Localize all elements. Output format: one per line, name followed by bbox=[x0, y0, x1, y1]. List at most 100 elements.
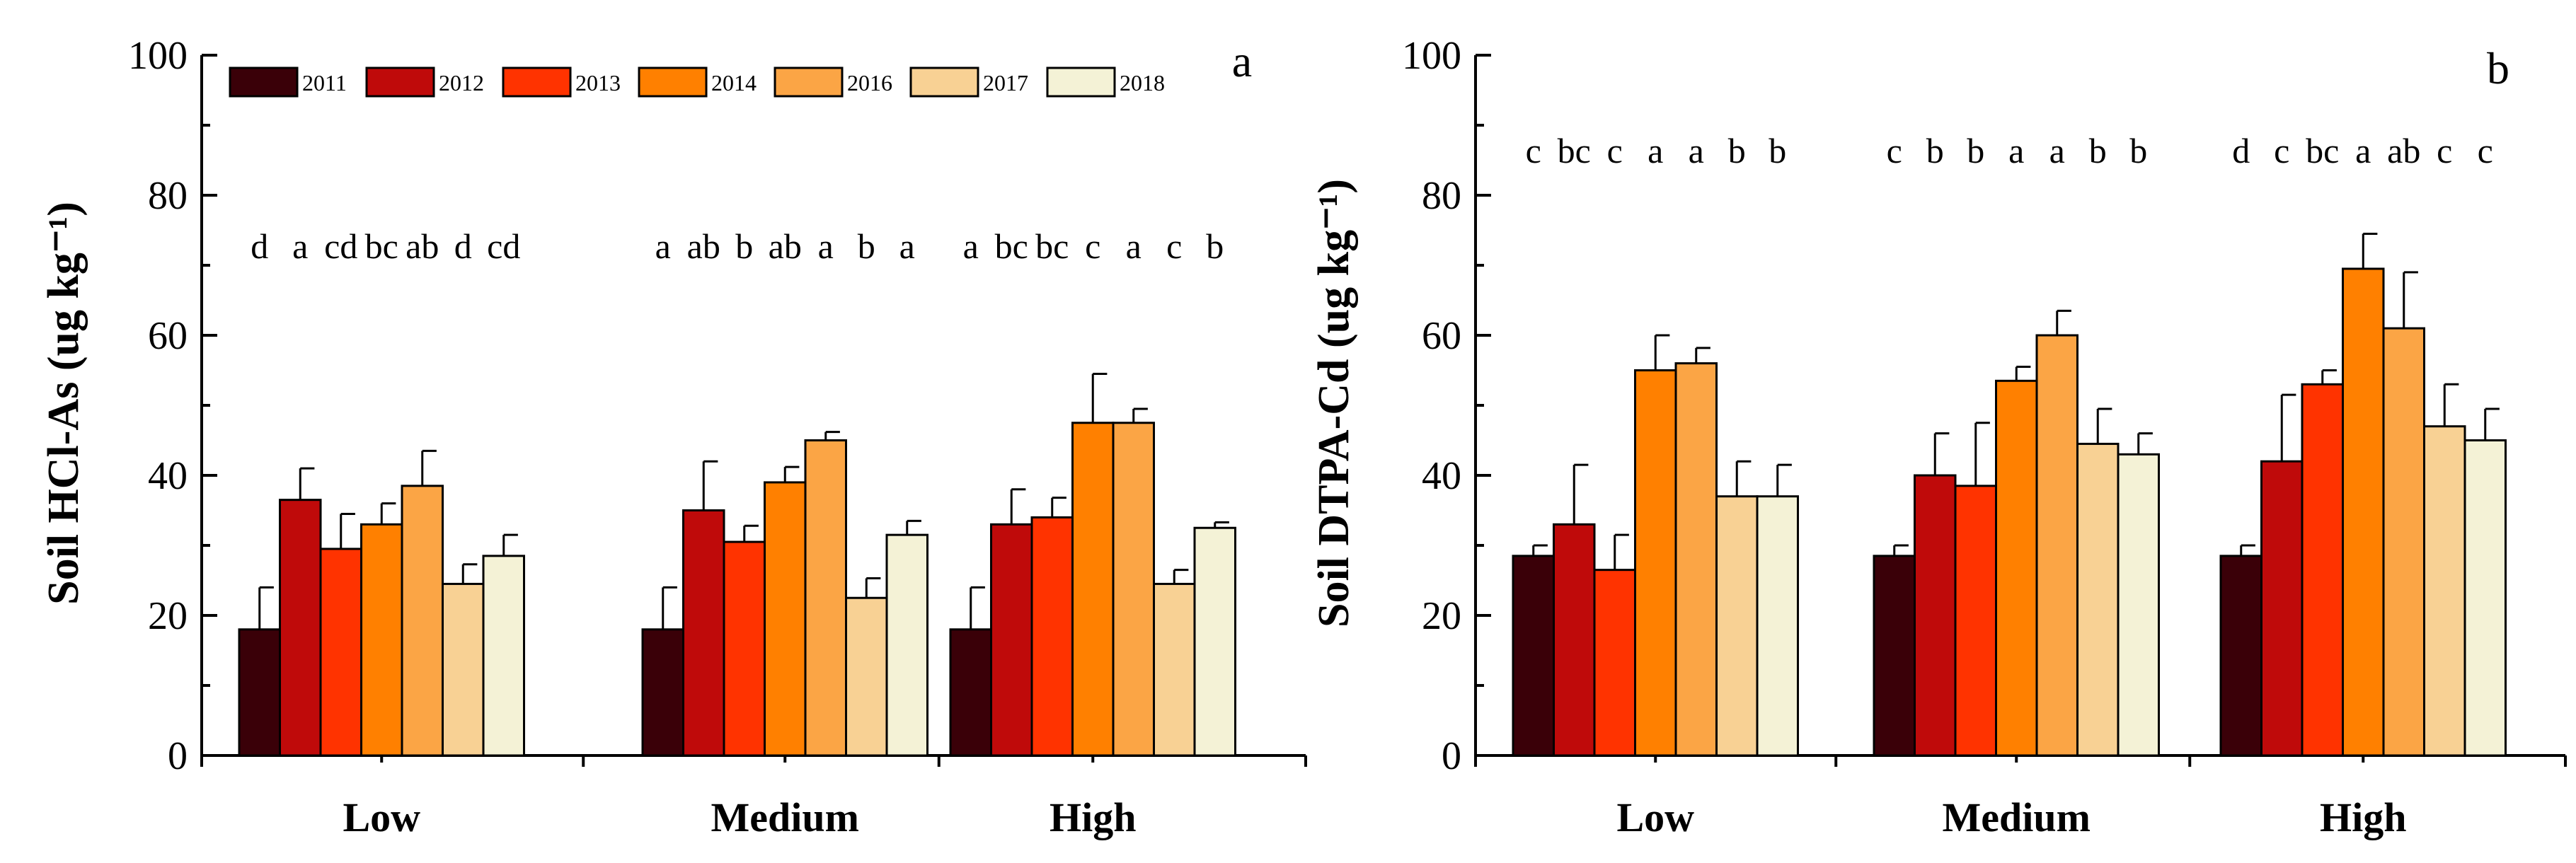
significance-label: a bbox=[1648, 131, 1663, 170]
significance-label: c bbox=[1166, 226, 1182, 266]
bar-high-2016 bbox=[1112, 422, 1155, 757]
category-label-medium: Medium bbox=[1943, 794, 2091, 840]
y-tick-label: 0 bbox=[1442, 734, 1461, 778]
significance-label: a bbox=[1689, 131, 1704, 170]
significance-label: b bbox=[2089, 131, 2107, 170]
bar-medium-2016 bbox=[804, 439, 847, 757]
bar-low-2018 bbox=[482, 555, 525, 757]
significance-label: b bbox=[2129, 131, 2147, 170]
significance-label: bc bbox=[1035, 226, 1069, 266]
significance-label: a bbox=[1126, 226, 1142, 266]
significance-label: a bbox=[899, 226, 915, 266]
significance-label: d bbox=[454, 226, 472, 266]
bar-medium-2012 bbox=[1914, 474, 1957, 757]
significance-label: ab bbox=[769, 226, 802, 266]
significance-label: ab bbox=[406, 226, 439, 266]
bar-high-2014 bbox=[2342, 267, 2385, 757]
bar-high-2011 bbox=[949, 628, 992, 757]
bar-high-2018 bbox=[2463, 439, 2507, 757]
legend-label-2018: 2018 bbox=[1120, 70, 1165, 95]
legend-label-2012: 2012 bbox=[439, 70, 484, 95]
bar-low-2013 bbox=[319, 548, 362, 757]
bar-medium-2012 bbox=[682, 509, 725, 757]
bar-low-2017 bbox=[442, 582, 485, 757]
bar-high-2011 bbox=[2219, 555, 2262, 757]
legend-label-2011: 2011 bbox=[302, 70, 347, 95]
significance-label: bc bbox=[995, 226, 1028, 266]
bar-high-2012 bbox=[2260, 460, 2304, 757]
significance-label: a bbox=[2049, 131, 2065, 170]
legend-swatch-2016 bbox=[774, 66, 844, 98]
bar-medium-2017 bbox=[2076, 442, 2120, 757]
bar-medium-2013 bbox=[723, 540, 766, 757]
legend-label-2013: 2013 bbox=[575, 70, 621, 95]
bar-low-2018 bbox=[1756, 495, 1799, 757]
bar-high-2018 bbox=[1193, 526, 1236, 757]
y-tick-label: 20 bbox=[148, 594, 188, 638]
legend-swatch-2013 bbox=[502, 66, 572, 98]
y-tick-label: 60 bbox=[1422, 314, 1461, 358]
panel-label-b: b bbox=[2487, 43, 2509, 93]
bar-high-2016 bbox=[2382, 327, 2425, 757]
significance-label: c bbox=[2274, 131, 2289, 170]
bar-medium-2018 bbox=[2117, 453, 2160, 757]
y-tick-label: 40 bbox=[148, 454, 188, 498]
significance-label: a bbox=[963, 226, 979, 266]
significance-label: b bbox=[1728, 131, 1746, 170]
y-tick-label: 20 bbox=[1422, 594, 1461, 638]
bar-low-2014 bbox=[1634, 369, 1677, 757]
significance-label: b bbox=[858, 226, 875, 266]
bar-low-2016 bbox=[1674, 362, 1718, 757]
y-tick-label: 40 bbox=[1422, 454, 1461, 498]
bar-medium-2017 bbox=[845, 596, 888, 757]
significance-label: a bbox=[655, 226, 671, 266]
significance-label: c bbox=[2478, 131, 2493, 170]
significance-label: bc bbox=[1558, 131, 1591, 170]
y-axis-title-b: Soil DTPA-Cd (ug kg⁻¹) bbox=[1310, 179, 1358, 627]
category-label-high: High bbox=[2320, 794, 2407, 840]
legend: 2011 2012 2013 2014 2016 2017 2018 bbox=[229, 66, 1165, 98]
category-label-low: Low bbox=[343, 794, 420, 840]
legend-label-2017: 2017 bbox=[983, 70, 1028, 95]
bar-medium-2011 bbox=[1873, 555, 1916, 757]
significance-label: d bbox=[2232, 131, 2250, 170]
bar-high-2012 bbox=[990, 523, 1033, 757]
bar-low-2012 bbox=[279, 499, 322, 757]
y-tick-label: 100 bbox=[1402, 34, 1461, 78]
bar-medium-2014 bbox=[764, 481, 807, 757]
significance-label: b bbox=[1769, 131, 1786, 170]
y-axis-title-a: Soil HCl-As (ug kg⁻¹) bbox=[40, 202, 88, 605]
significance-label: cd bbox=[324, 226, 357, 266]
significance-label: d bbox=[251, 226, 268, 266]
bar-low-2013 bbox=[1593, 569, 1636, 757]
significance-label: a bbox=[2008, 131, 2024, 170]
y-tick-label: 60 bbox=[148, 314, 188, 358]
legend-swatch-2011 bbox=[229, 66, 299, 98]
significance-label: c bbox=[1607, 131, 1623, 170]
bar-low-2014 bbox=[360, 523, 403, 757]
bar-low-2012 bbox=[1553, 523, 1596, 757]
y-tick-label: 80 bbox=[1422, 174, 1461, 218]
legend-swatch-2012 bbox=[365, 66, 435, 98]
significance-label: a bbox=[292, 226, 308, 266]
significance-label: b bbox=[1206, 226, 1224, 266]
significance-label: c bbox=[1526, 131, 1541, 170]
bar-high-2017 bbox=[1153, 582, 1196, 757]
category-label-medium: Medium bbox=[711, 794, 859, 840]
significance-label: bc bbox=[2306, 131, 2339, 170]
significance-label: c bbox=[1085, 226, 1100, 266]
legend-swatch-2017 bbox=[909, 66, 979, 98]
significance-label: bc bbox=[365, 226, 398, 266]
significance-label: cd bbox=[487, 226, 520, 266]
bar-medium-2014 bbox=[1995, 379, 2038, 757]
significance-label: ab bbox=[687, 226, 720, 266]
bar-low-2011 bbox=[238, 628, 281, 757]
bar-medium-2018 bbox=[885, 533, 928, 757]
bar-low-2011 bbox=[1512, 555, 1555, 757]
legend-label-2016: 2016 bbox=[847, 70, 892, 95]
bar-medium-2013 bbox=[1954, 485, 1997, 757]
